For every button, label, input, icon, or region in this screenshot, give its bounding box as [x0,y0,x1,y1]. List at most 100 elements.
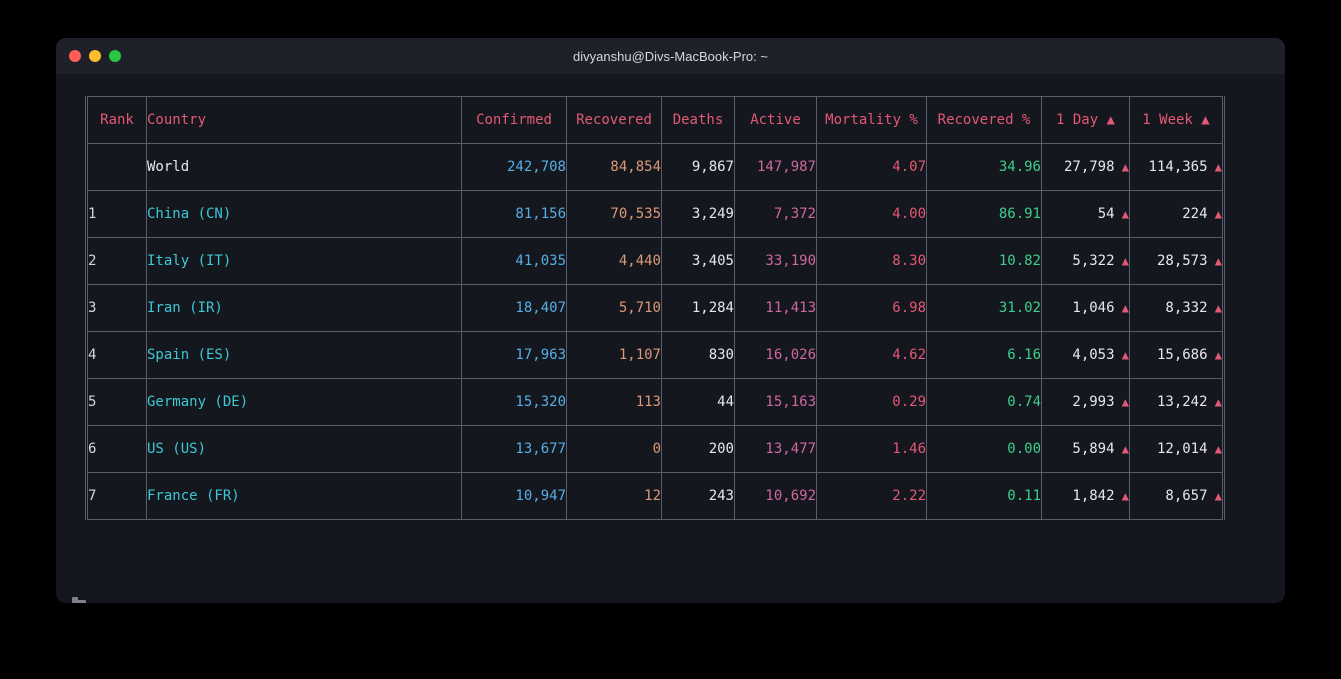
cell-recovered_pct: 31.02 [926,284,1042,332]
table-row: 5 Germany (DE) 15,320 113 44 15,163 0.29 0.74 2,… [85,378,1225,426]
cell-value: 54 [1097,206,1115,222]
cell-confirmed: 13,677 [461,425,567,473]
up-arrow-icon: ▲ [1207,160,1222,174]
cell-recovered: 1,107 [566,331,662,379]
table-row: 3 Iran (IR) 18,407 5,710 1,284 11,413 6.98 31.0… [85,284,1225,332]
cell-confirmed: 17,963 [461,331,567,379]
column-header-country: Country [146,96,462,144]
up-arrow-icon: ▲ [1114,301,1129,315]
cell-week: 12,014 ▲ [1129,425,1225,473]
cell-deaths: 3,405 [661,237,735,285]
table-row: 7 France (FR) 10,947 12 243 10,692 2.22 0.11 1,8… [85,472,1225,520]
cell-active: 13,477 [734,425,817,473]
up-arrow-icon: ▲ [1114,395,1129,409]
cell-recovered_pct: 10.82 [926,237,1042,285]
up-arrow-icon: ▲ [1207,395,1222,409]
cell-country: Germany (DE) [146,378,462,426]
column-header-confirmed: Confirmed [461,96,567,144]
table-row: 1 China (CN) 81,156 70,535 3,249 7,372 4.00 86.… [85,190,1225,238]
cell-active: 16,026 [734,331,817,379]
cell-deaths: 3,249 [661,190,735,238]
cell-deaths: 9,867 [661,143,735,191]
cell-value: 114,365 [1148,159,1208,175]
column-header-recovered: Recovered [566,96,662,144]
cell-week: 224 ▲ [1129,190,1225,238]
cell-recovered: 0 [566,425,662,473]
cell-week: 114,365 ▲ [1129,143,1225,191]
cell-country: World [146,143,462,191]
cell-week: 15,686 ▲ [1129,331,1225,379]
cell-active: 7,372 [734,190,817,238]
cell-confirmed: 242,708 [461,143,567,191]
cell-recovered_pct: 6.16 [926,331,1042,379]
traffic-lights [69,50,121,62]
cell-value: 13,242 [1156,394,1208,410]
zoom-button[interactable] [109,50,121,62]
cell-confirmed: 10,947 [461,472,567,520]
up-arrow-icon: ▲ [1114,207,1129,221]
cell-rank: 7 [85,472,147,520]
cell-value: 8,332 [1165,300,1208,316]
cell-confirmed: 81,156 [461,190,567,238]
up-arrow-icon: ▲ [1207,348,1222,362]
cell-rank: 1 [85,190,147,238]
cell-day: 27,798 ▲ [1041,143,1130,191]
cell-active: 11,413 [734,284,817,332]
cell-value: 12,014 [1156,441,1208,457]
close-button[interactable] [69,50,81,62]
cell-mortality: 2.22 [816,472,927,520]
cell-deaths: 44 [661,378,735,426]
status-line: ~ [72,597,101,603]
cell-day: 54 ▲ [1041,190,1130,238]
cell-confirmed: 15,320 [461,378,567,426]
column-header-mortality: Mortality % [816,96,927,144]
cell-mortality: 1.46 [816,425,927,473]
cell-confirmed: 41,035 [461,237,567,285]
cell-mortality: 8.30 [816,237,927,285]
cell-value: 5,894 [1072,441,1115,457]
cell-country: Italy (IT) [146,237,462,285]
cell-deaths: 243 [661,472,735,520]
cell-value: 28,573 [1156,253,1208,269]
covid19-table: Rank Country Confirmed Recovered Deaths Activ… [85,96,1225,520]
up-arrow-icon: ▲ [1114,348,1129,362]
cell-mortality: 4.07 [816,143,927,191]
cell-country: Spain (ES) [146,331,462,379]
terminal-screen[interactable]: Rank Country Confirmed Recovered Deaths Activ… [56,96,1285,603]
cell-week: 13,242 ▲ [1129,378,1225,426]
cell-day: 5,894 ▲ [1041,425,1130,473]
cell-active: 33,190 [734,237,817,285]
cell-rank: 5 [85,378,147,426]
cell-mortality: 4.62 [816,331,927,379]
cell-active: 147,987 [734,143,817,191]
cell-value: 27,798 [1063,159,1115,175]
cell-day: 5,322 ▲ [1041,237,1130,285]
minimize-button[interactable] [89,50,101,62]
cell-value: 2,993 [1072,394,1115,410]
cell-country: US (US) [146,425,462,473]
cell-rank: 4 [85,331,147,379]
cell-recovered_pct: 86.91 [926,190,1042,238]
cell-value: 5,322 [1072,253,1115,269]
table-row: 2 Italy (IT) 41,035 4,440 3,405 33,190 8.30 10.… [85,237,1225,285]
column-header-active: Active [734,96,817,144]
cell-week: 8,657 ▲ [1129,472,1225,520]
cell-recovered_pct: 0.11 [926,472,1042,520]
cell-value: 4,053 [1072,347,1115,363]
cell-country: China (CN) [146,190,462,238]
cell-rank [85,143,147,191]
cell-day: 1,842 ▲ [1041,472,1130,520]
cell-deaths: 200 [661,425,735,473]
cell-recovered: 12 [566,472,662,520]
cell-country: Iran (IR) [146,284,462,332]
cell-confirmed: 18,407 [461,284,567,332]
title-bar[interactable]: divyanshu@Divs-MacBook-Pro: ~ [56,38,1285,74]
column-header-recovered_pct: Recovered % [926,96,1042,144]
up-arrow-icon: ▲ [1114,442,1129,456]
up-arrow-icon: ▲ [1207,489,1222,503]
up-arrow-icon: ▲ [1207,207,1222,221]
column-header-rank: Rank [85,96,147,144]
cell-value: 224 [1182,206,1208,222]
cell-rank: 2 [85,237,147,285]
cell-week: 8,332 ▲ [1129,284,1225,332]
